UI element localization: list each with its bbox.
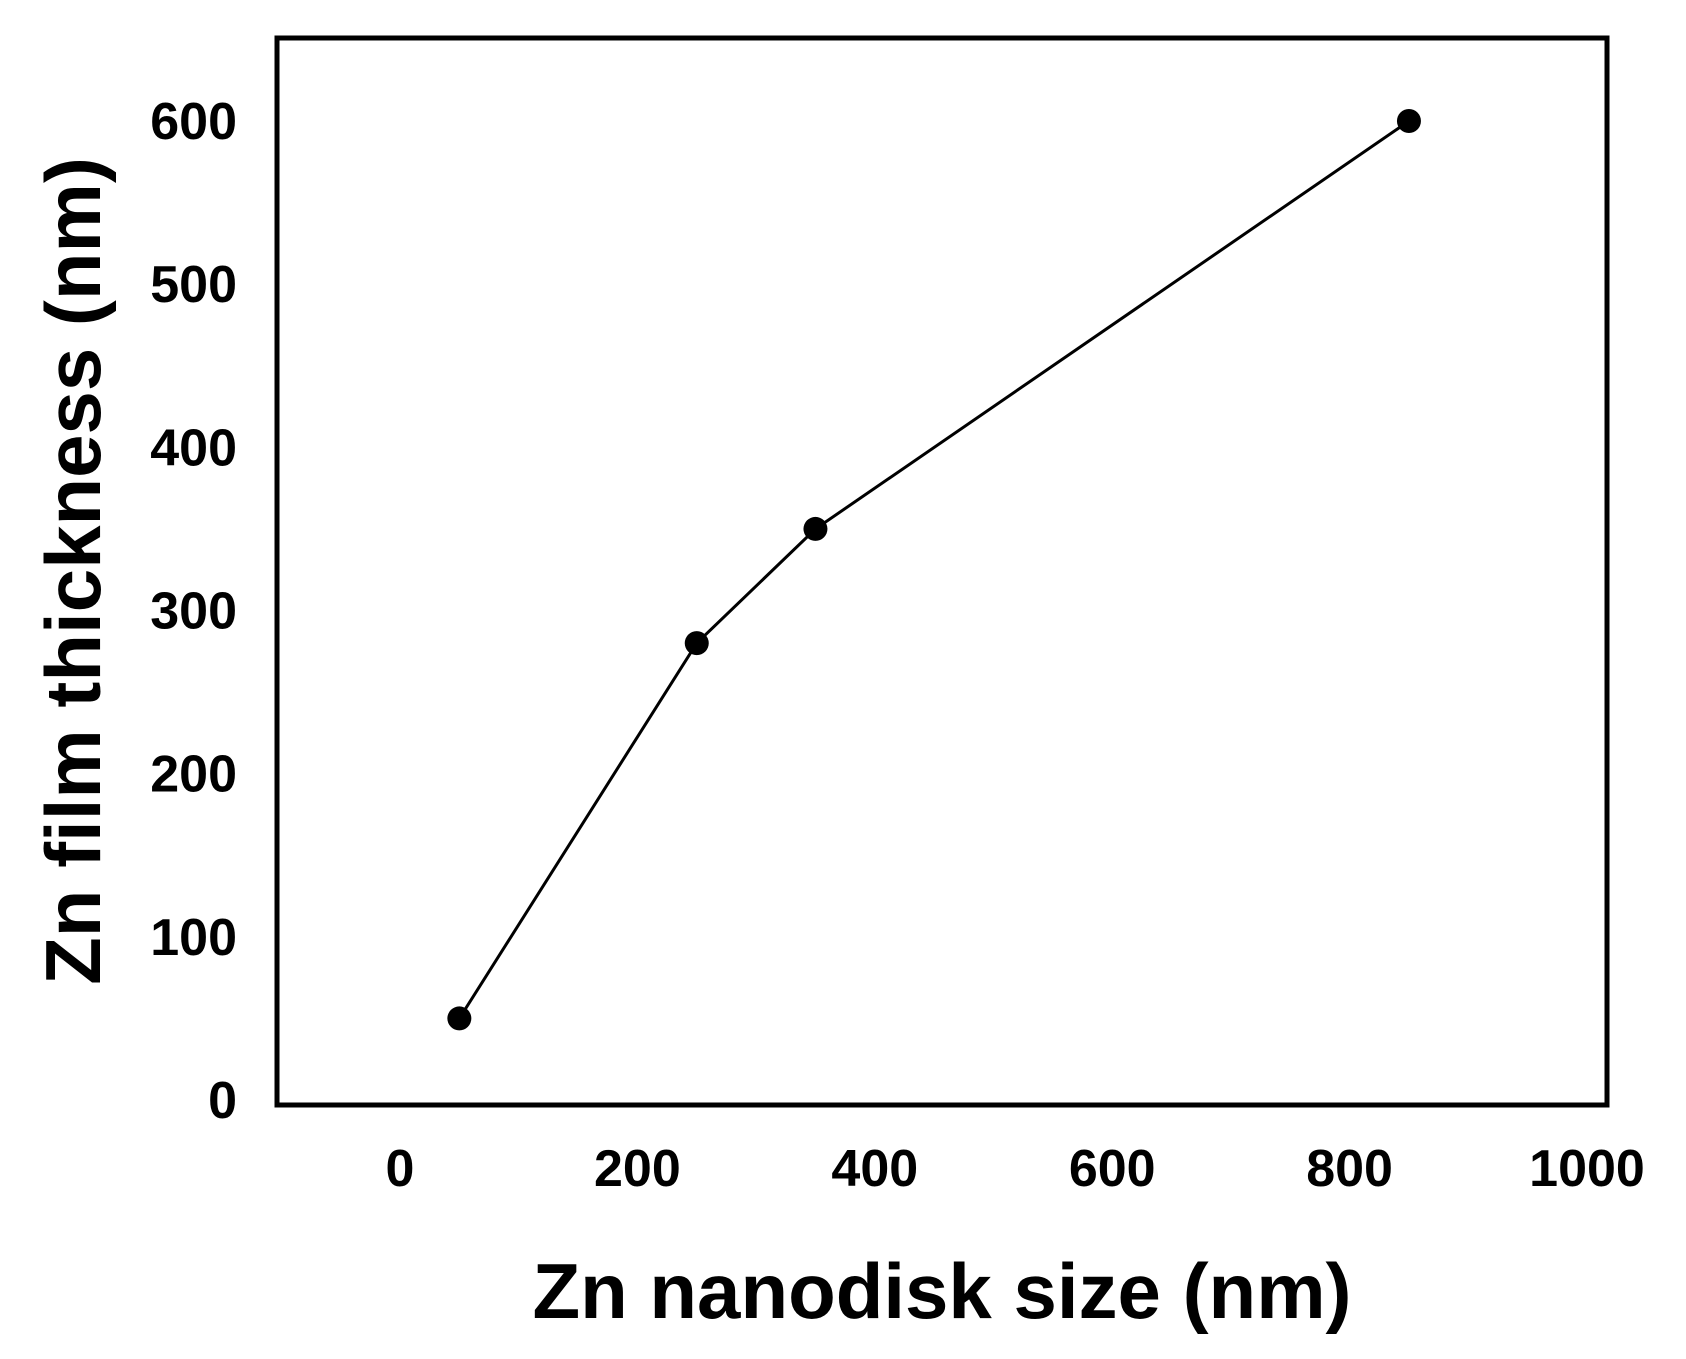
x-tick-label: 0 (386, 1140, 415, 1198)
x-tick-label: 1000 (1529, 1140, 1645, 1198)
y-tick-labels: 0 100 200 300 400 500 600 (150, 93, 237, 1130)
data-point (1396, 109, 1421, 133)
plot-frame (274, 35, 1610, 1108)
x-tick-labels: 0 200 400 600 800 1000 (386, 1140, 1645, 1198)
y-tick-label: 0 (208, 1072, 237, 1130)
x-axis-label: Zn nanodisk size (nm) (532, 1247, 1351, 1335)
y-tick-label: 600 (150, 93, 237, 151)
data-point (447, 1006, 472, 1031)
y-tick-label: 100 (150, 909, 237, 967)
y-tick-label: 200 (150, 746, 237, 804)
x-tick-label: 600 (1069, 1140, 1156, 1198)
y-axis-label: Zn film thickness (nm) (29, 157, 117, 985)
series-line (458, 119, 1410, 1020)
data-point (684, 631, 709, 656)
data-point (803, 516, 828, 541)
y-tick-label: 500 (150, 256, 237, 314)
series-layer (447, 109, 1421, 1031)
y-tick-label: 300 (150, 583, 237, 641)
x-tick-label: 200 (594, 1140, 681, 1198)
x-tick-label: 800 (1306, 1140, 1393, 1198)
y-tick-label: 400 (150, 419, 237, 477)
x-tick-label: 400 (831, 1140, 918, 1198)
